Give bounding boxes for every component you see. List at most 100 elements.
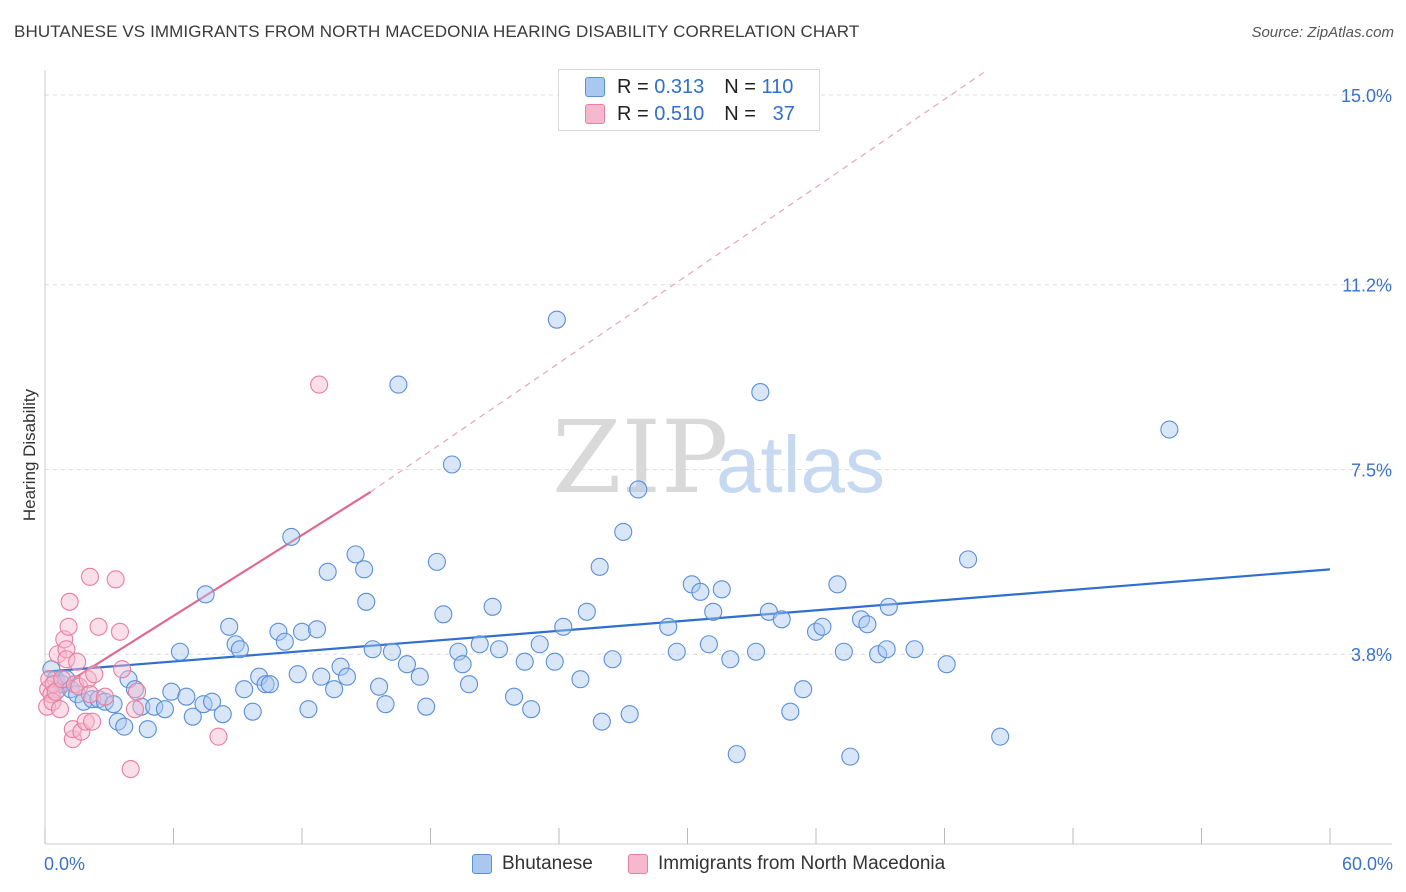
- trend-lines: [44, 69, 1331, 698]
- x-tick-label: 60.0%: [1342, 854, 1393, 874]
- data-point-north-macedonia: [57, 640, 76, 659]
- data-point-bhutanese: [772, 610, 791, 629]
- data-point-bhutanese: [203, 692, 222, 711]
- data-point-bhutanese: [459, 675, 479, 694]
- data-point-bhutanese: [547, 310, 566, 329]
- data-point-bhutanese: [230, 640, 249, 659]
- correlation-legend: R = 0.313 N = 110 R = 0.510 N = 37: [558, 69, 820, 131]
- data-point-bhutanese: [751, 383, 770, 402]
- trend-line-north-macedonia: [44, 491, 372, 698]
- tick-labels: 3.8% 7.5% 11.2% 15.0% 0.0% 60.0%: [44, 86, 1393, 874]
- y-tick-label: 3.8%: [1351, 645, 1392, 665]
- trend-line-bhutanese: [44, 568, 1331, 673]
- data-point-bhutanese: [877, 640, 896, 659]
- data-point-north-macedonia: [80, 685, 100, 704]
- data-point-north-macedonia: [110, 622, 130, 641]
- data-point-north-macedonia: [113, 660, 132, 679]
- data-point-bhutanese: [376, 695, 395, 714]
- data-point-bhutanese: [959, 550, 978, 569]
- data-point-bhutanese: [250, 667, 269, 686]
- data-point-north-macedonia: [59, 617, 78, 636]
- data-point-bhutanese: [530, 635, 549, 654]
- data-point-north-macedonia: [44, 675, 63, 694]
- series-north-macedonia: [38, 375, 329, 779]
- data-point-bhutanese: [397, 655, 416, 674]
- data-point-bhutanese: [721, 650, 740, 669]
- data-point-north-macedonia: [85, 665, 104, 684]
- data-point-bhutanese: [712, 580, 731, 599]
- data-point-bhutanese: [196, 585, 215, 604]
- data-point-bhutanese: [614, 522, 633, 541]
- data-point-north-macedonia: [121, 760, 140, 779]
- bottom-legend-bhutanese: Bhutanese: [472, 852, 593, 876]
- legend-r-label: R =: [617, 75, 649, 98]
- data-point-bhutanese: [746, 642, 766, 661]
- chart-title: BHUTANESE VS IMMIGRANTS FROM NORTH MACED…: [14, 22, 860, 41]
- data-point-north-macedonia: [83, 712, 102, 731]
- bottom-legend-label: Immigrants from North Macedonia: [658, 853, 946, 874]
- data-point-bhutanese: [522, 700, 541, 719]
- data-point-bhutanese: [269, 622, 288, 641]
- legend-n-label: N =: [724, 102, 756, 125]
- data-point-bhutanese: [357, 592, 376, 611]
- data-point-bhutanese: [325, 680, 344, 699]
- data-point-bhutanese: [620, 705, 639, 724]
- data-point-bhutanese: [125, 680, 144, 699]
- data-point-bhutanese: [727, 745, 746, 764]
- data-point-bhutanese: [515, 652, 534, 671]
- data-point-bhutanese: [905, 640, 924, 659]
- bottom-legend-north-macedonia: Immigrants from North Macedonia: [628, 852, 945, 876]
- data-point-north-macedonia: [80, 567, 100, 586]
- legend-r-value: 0.313: [654, 75, 705, 98]
- data-point-north-macedonia: [209, 727, 228, 746]
- data-point-bhutanese: [382, 642, 402, 661]
- data-point-bhutanese: [869, 645, 888, 664]
- data-point-north-macedonia: [57, 650, 76, 669]
- data-point-north-macedonia: [89, 617, 108, 636]
- data-point-bhutanese: [417, 697, 436, 716]
- data-point-bhutanese: [235, 680, 254, 699]
- data-point-bhutanese: [243, 702, 262, 721]
- data-point-bhutanese: [590, 557, 609, 576]
- data-point-bhutanese: [453, 655, 472, 674]
- y-tick-label: 11.2%: [1342, 276, 1392, 296]
- data-point-north-macedonia: [95, 687, 115, 706]
- data-point-bhutanese: [145, 697, 164, 716]
- data-point-bhutanese: [155, 700, 174, 719]
- data-point-bhutanese: [828, 575, 847, 594]
- data-point-bhutanese: [370, 677, 389, 696]
- data-point-bhutanese: [292, 622, 312, 641]
- data-point-bhutanese: [794, 680, 813, 699]
- data-point-bhutanese: [288, 665, 307, 684]
- data-point-bhutanese: [275, 632, 294, 651]
- data-point-bhutanese: [667, 642, 686, 661]
- data-point-bhutanese: [879, 597, 898, 616]
- watermark-zip: ZIP: [552, 399, 728, 516]
- data-point-bhutanese: [603, 650, 622, 669]
- data-point-bhutanese: [813, 617, 832, 636]
- data-point-bhutanese: [162, 682, 181, 701]
- data-point-bhutanese: [299, 700, 318, 719]
- data-point-bhutanese: [691, 582, 710, 601]
- data-point-bhutanese: [312, 667, 331, 686]
- data-point-bhutanese: [346, 545, 365, 564]
- data-point-bhutanese: [307, 620, 327, 639]
- data-point-bhutanese: [138, 720, 157, 739]
- data-point-bhutanese: [177, 687, 196, 706]
- data-point-bhutanese: [834, 642, 853, 661]
- series-bhutanese: [42, 310, 1179, 766]
- data-point-bhutanese: [427, 552, 446, 571]
- data-point-bhutanese: [577, 602, 596, 621]
- trend-line-north-macedonia-extended: [370, 69, 988, 493]
- data-point-bhutanese: [213, 705, 232, 724]
- legend-swatch-blue: [585, 77, 605, 97]
- data-point-north-macedonia: [106, 570, 125, 589]
- bottom-legend-label: Bhutanese: [502, 853, 593, 874]
- data-point-bhutanese: [282, 527, 301, 546]
- data-point-bhutanese: [571, 670, 590, 689]
- x-tick-label: 0.0%: [44, 854, 85, 874]
- watermark-atlas: atlas: [716, 420, 885, 509]
- data-point-bhutanese: [659, 617, 678, 636]
- data-point-bhutanese: [170, 642, 189, 661]
